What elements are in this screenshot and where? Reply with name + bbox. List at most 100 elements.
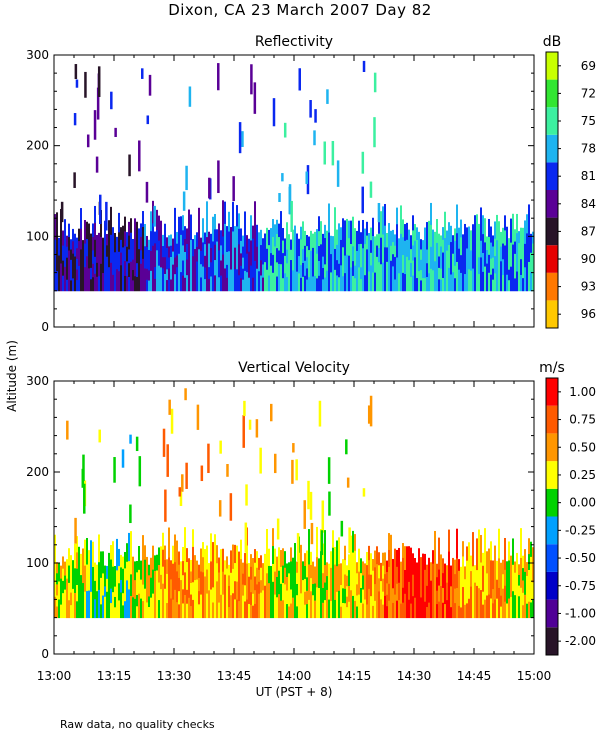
heatmap-cell	[126, 232, 128, 248]
heatmap-cell	[498, 587, 500, 619]
heatmap-cell	[180, 580, 182, 600]
heatmap-cell	[386, 560, 388, 573]
heatmap-cell	[206, 272, 208, 292]
heatmap-cell	[196, 261, 198, 277]
heatmap-cell	[128, 221, 130, 237]
heatmap-cell	[332, 249, 334, 264]
heatmap-cell	[358, 571, 360, 596]
colorbar-segment	[546, 516, 558, 545]
heatmap-cell	[138, 228, 140, 250]
heatmap-cell	[394, 571, 396, 596]
heatmap-cell	[78, 278, 80, 292]
heatmap-cell	[73, 113, 77, 126]
heatmap-cell	[312, 606, 314, 619]
heatmap-cell	[324, 600, 326, 619]
colorbar-units: dB	[543, 34, 562, 50]
heatmap-cell	[278, 263, 280, 278]
heatmap-cell	[488, 594, 490, 619]
heatmap-cell	[444, 211, 446, 239]
heatmap-cell	[480, 257, 482, 275]
heatmap-cell	[96, 87, 100, 120]
colorbar-tick-label: 0.75	[569, 413, 596, 427]
heatmap-cell	[310, 564, 312, 579]
heatmap-cell	[312, 572, 314, 585]
heatmap-cell	[380, 264, 382, 292]
colorbar-units: m/s	[539, 360, 565, 376]
heatmap-cell	[106, 256, 108, 269]
heatmap-cell	[118, 251, 120, 272]
heatmap-cell	[378, 219, 380, 235]
heatmap-cell	[126, 261, 128, 277]
heatmap-cell	[320, 530, 324, 556]
heatmap-cell	[266, 269, 268, 292]
heatmap-cell	[502, 259, 504, 276]
heatmap-cell	[476, 214, 478, 241]
heatmap-cell	[268, 275, 270, 292]
heatmap-cell	[298, 256, 300, 274]
colorbar-frame	[545, 377, 559, 656]
heatmap-cell	[442, 602, 444, 619]
heatmap-cell	[64, 603, 66, 619]
heatmap-cell	[172, 277, 174, 292]
heatmap-cell	[300, 277, 302, 292]
heatmap-cell	[422, 240, 424, 254]
heatmap-cell	[84, 267, 86, 292]
heatmap-cell	[512, 259, 514, 276]
colorbar-tick-label: 96	[581, 307, 596, 321]
heatmap-cell	[486, 236, 488, 251]
heatmap-cell	[162, 600, 164, 619]
heatmap-cell	[408, 229, 410, 246]
heatmap-cell	[82, 256, 84, 275]
heatmap-cell	[388, 268, 390, 292]
heatmap-cell	[230, 550, 232, 574]
heatmap-cell	[148, 239, 150, 251]
heatmap-cell	[132, 576, 134, 598]
heatmap-cell	[280, 264, 282, 292]
heatmap-cell	[104, 255, 106, 274]
heatmap-cell	[118, 271, 120, 292]
heatmap-cell	[96, 577, 98, 592]
heatmap-cell	[396, 240, 398, 258]
heatmap-cell	[294, 543, 296, 563]
heatmap-cell	[258, 251, 260, 272]
heatmap-cell	[388, 549, 390, 568]
heatmap-cell	[466, 589, 468, 604]
heatmap-cell	[82, 565, 84, 584]
heatmap-cell	[283, 122, 287, 138]
heatmap-cell	[182, 561, 184, 576]
heatmap-cell	[436, 563, 438, 578]
heatmap-cell	[134, 218, 136, 234]
heatmap-cell	[280, 211, 282, 239]
heatmap-cell	[164, 559, 166, 575]
heatmap-cell	[128, 154, 131, 177]
heatmap-cell	[252, 225, 254, 240]
heatmap-cell	[284, 551, 286, 569]
heatmap-cell	[362, 561, 364, 576]
heatmap-cell	[250, 604, 252, 619]
heatmap-cell	[248, 238, 250, 253]
heatmap-cell	[68, 565, 70, 584]
heatmap-cell	[136, 221, 138, 237]
heatmap-cell	[382, 206, 384, 235]
heatmap-cell	[408, 581, 410, 601]
heatmap-cell	[454, 588, 456, 604]
heatmap-cell	[464, 257, 466, 275]
heatmap-cell	[162, 279, 164, 292]
heatmap-cell	[128, 235, 130, 250]
heatmap-cell	[284, 255, 286, 274]
heatmap-cell	[320, 573, 322, 596]
heatmap-cell	[160, 244, 162, 268]
heatmap-cell	[114, 565, 116, 577]
heatmap-cell	[306, 563, 308, 578]
heatmap-cell	[256, 600, 258, 619]
heatmap-cell	[66, 420, 69, 440]
heatmap-cell	[296, 572, 298, 585]
heatmap-cell	[110, 91, 113, 110]
y-tick-label: 200	[26, 139, 49, 153]
heatmap-cell	[88, 563, 90, 578]
heatmap-cell	[66, 279, 68, 292]
heatmap-cell	[340, 563, 342, 575]
heatmap-cell	[120, 265, 122, 279]
heatmap-cell	[176, 255, 178, 268]
heatmap-cell	[406, 570, 408, 595]
